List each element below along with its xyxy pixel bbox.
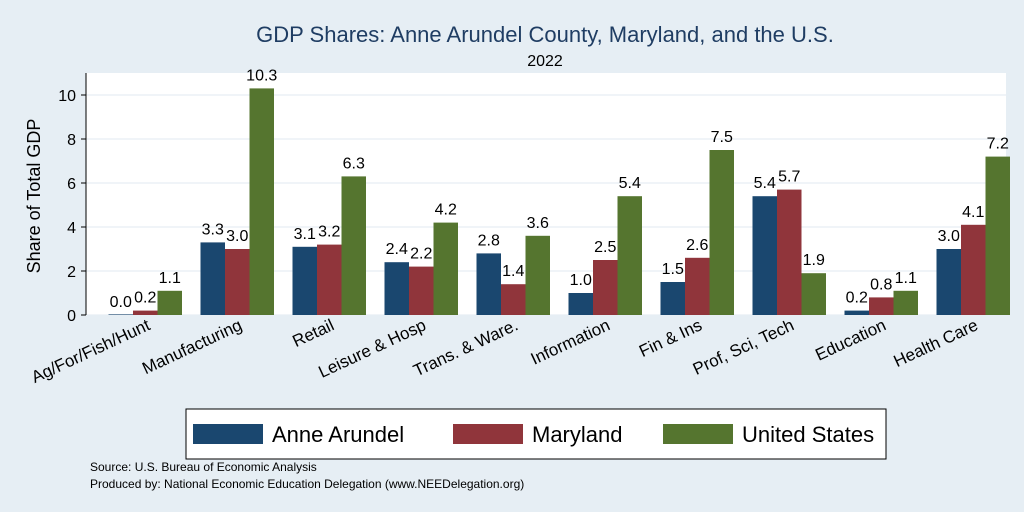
data-labels: 0.0 0.21.13.3 3.010.33.1 3.26.32.4 2.24.22.8…	[110, 67, 1009, 311]
data-label: 0.2	[134, 290, 156, 307]
chart-subtitle: 2022	[527, 53, 563, 70]
bar-maryland	[409, 266, 434, 315]
bar-anne-arundel	[660, 282, 685, 315]
bar-maryland	[685, 257, 710, 315]
bar-maryland	[225, 249, 250, 315]
bar-anne-arundel	[292, 246, 317, 315]
bar-anne-arundel	[936, 249, 961, 315]
y-tick-label: 8	[67, 132, 76, 149]
x-category-label: Retail	[290, 315, 337, 351]
data-label: 1.5	[662, 261, 684, 278]
data-label: 3.1	[294, 226, 316, 243]
x-category-label: Information	[528, 315, 613, 368]
bar-united-states	[525, 235, 550, 315]
bars	[108, 88, 1010, 316]
data-label: 2.2	[410, 246, 432, 263]
legend-label: Anne Arundel	[272, 422, 404, 447]
produced-by-note: Produced by: National Economic Education…	[90, 477, 524, 491]
data-label: 1.0	[570, 272, 592, 289]
x-category-label: Prof, Sci, Tech	[690, 315, 797, 378]
data-label: 1.1	[895, 270, 917, 287]
data-label: 7.5	[711, 129, 733, 146]
bar-united-states	[157, 290, 182, 315]
data-label: 1.4	[502, 263, 524, 280]
x-category-label: Trans. & Ware.	[410, 315, 520, 380]
y-tick-label: 10	[58, 88, 76, 105]
bar-anne-arundel	[476, 253, 501, 315]
y-tick-label: 2	[67, 264, 76, 281]
data-label: 0.2	[846, 290, 868, 307]
bar-maryland	[317, 244, 342, 315]
bar-maryland	[777, 189, 802, 315]
bar-united-states	[893, 290, 918, 315]
data-label: 2.6	[686, 237, 708, 254]
data-label: 3.6	[527, 215, 549, 232]
x-category-label: Health Care	[891, 315, 981, 371]
bar-anne-arundel	[752, 196, 777, 315]
data-label: 2.8	[478, 232, 500, 249]
data-label: 2.4	[386, 241, 408, 258]
bar-united-states	[249, 88, 274, 316]
y-tick-label: 6	[67, 176, 76, 193]
data-label: 3.3	[202, 221, 224, 238]
bar-maryland	[133, 310, 158, 315]
legend: Anne Arundel Maryland United States	[193, 422, 874, 447]
y-axis-ticks: 0 2 4 6 8 10	[58, 88, 86, 325]
bar-anne-arundel	[568, 293, 593, 315]
y-tick-label: 0	[67, 308, 76, 325]
data-label: 3.0	[226, 228, 248, 245]
data-label: 7.2	[987, 136, 1009, 153]
chart-title: GDP Shares: Anne Arundel County, Marylan…	[256, 22, 834, 47]
x-category-label: Ag/For/Fish/Hunt	[28, 315, 153, 387]
legend-label: United States	[742, 422, 874, 447]
x-category-label: Education	[812, 315, 889, 364]
bar-maryland	[593, 260, 618, 315]
data-label: 5.4	[619, 175, 641, 192]
bar-maryland	[961, 224, 986, 315]
bar-united-states	[617, 196, 642, 315]
source-note: Source: U.S. Bureau of Economic Analysis	[90, 460, 317, 474]
bar-anne-arundel	[844, 310, 869, 315]
data-label: 0.0	[110, 294, 132, 311]
legend-swatch-united-states	[663, 424, 733, 444]
data-label: 3.2	[318, 224, 340, 241]
data-label: 1.9	[803, 252, 825, 269]
data-label: 0.8	[870, 276, 892, 293]
data-label: 4.1	[962, 204, 984, 221]
bar-maryland	[869, 297, 894, 315]
data-label: 1.1	[159, 270, 181, 287]
x-category-label: Manufacturing	[139, 315, 245, 378]
y-tick-label: 4	[67, 220, 76, 237]
data-label: 3.0	[938, 228, 960, 245]
legend-swatch-maryland	[453, 424, 523, 444]
legend-box	[185, 408, 887, 460]
data-label: 5.7	[778, 169, 800, 186]
x-category-label: Fin & Ins	[636, 315, 705, 361]
data-label: 5.4	[754, 175, 776, 192]
data-label: 10.3	[246, 67, 277, 84]
data-label: 4.2	[435, 202, 457, 219]
bar-maryland	[501, 284, 526, 315]
legend-swatch-anne-arundel	[193, 424, 263, 444]
bar-united-states	[433, 222, 458, 315]
bar-united-states	[709, 150, 734, 315]
bar-united-states	[801, 273, 826, 315]
bar-united-states	[985, 156, 1010, 315]
data-label: 2.5	[594, 239, 616, 256]
bar-united-states	[341, 176, 366, 315]
bar-anne-arundel	[108, 314, 133, 315]
bar-anne-arundel	[384, 262, 409, 315]
bar-anne-arundel	[200, 242, 225, 315]
data-label: 6.3	[343, 155, 365, 172]
legend-label: Maryland	[532, 422, 622, 447]
y-axis-label: Share of Total GDP	[24, 119, 44, 274]
